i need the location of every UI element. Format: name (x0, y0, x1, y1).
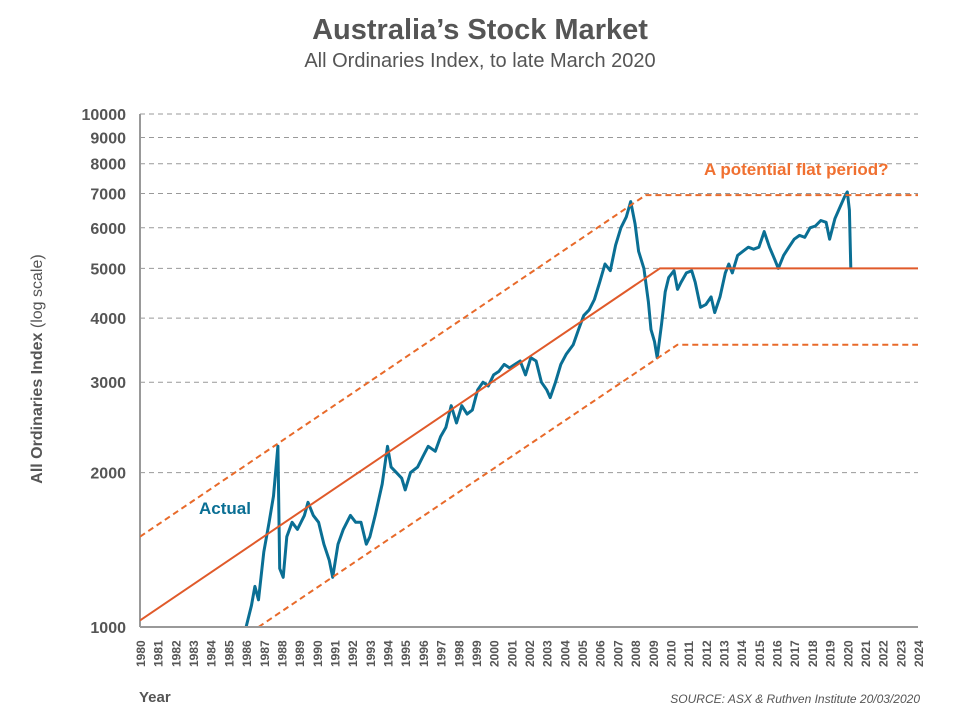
x-tick-label: 1994 (382, 640, 396, 667)
x-tick-label: 2010 (664, 640, 678, 667)
x-tick-label: 1987 (258, 640, 272, 667)
x-tick-label: 2001 (505, 640, 519, 667)
x-tick-label: 2015 (753, 640, 767, 667)
y-tick-label: 4000 (90, 311, 126, 328)
x-tick-label: 1981 (152, 640, 166, 667)
x-tick-label: 2016 (771, 640, 785, 667)
annotation-actual: Actual (199, 499, 251, 518)
x-tick-label: 1982 (169, 640, 183, 667)
x-tick-label: 1989 (293, 640, 307, 667)
chart-subtitle: All Ordinaries Index, to late March 2020 (304, 50, 656, 72)
x-tick-label: 1996 (417, 640, 431, 667)
x-tick-label: 1983 (187, 640, 201, 667)
y-tick-label: 10000 (82, 107, 127, 124)
series-lower-band (258, 343, 918, 626)
chart-title: Australia’s Stock Market (312, 14, 648, 46)
y-tick-label: 6000 (90, 221, 126, 238)
x-tick-label: 2004 (558, 640, 572, 667)
x-tick-label: 1993 (364, 640, 378, 667)
series-actual (244, 190, 853, 626)
y-tick-label: 1000 (90, 620, 126, 637)
x-tick-label: 2018 (806, 640, 820, 667)
x-tick-label: 2019 (824, 640, 838, 667)
x-tick-label: 2007 (611, 640, 625, 667)
y-axis-label-main: All Ordinaries Index (29, 332, 46, 484)
series-trend (140, 267, 918, 622)
y-tick-label: 9000 (90, 130, 126, 147)
x-tick-label: 1980 (134, 640, 148, 667)
x-tick-label: 1990 (311, 640, 325, 667)
x-tick-label: 2023 (894, 640, 908, 667)
y-tick-label: 3000 (90, 375, 126, 392)
y-tick-label: 5000 (90, 261, 126, 278)
y-tick-label: 7000 (90, 186, 126, 203)
x-tick-label: 2022 (877, 640, 891, 667)
x-tick-label: 2020 (841, 640, 855, 667)
x-tick-label: 2008 (629, 640, 643, 667)
x-tick-label: 2005 (576, 640, 590, 667)
x-tick-label: 2000 (488, 640, 502, 667)
x-tick-label: 1988 (275, 640, 289, 667)
x-tick-label: 2002 (523, 640, 537, 667)
x-tick-label: 2014 (735, 640, 749, 667)
x-axis-label: Year (139, 689, 171, 706)
x-tick-label: 1991 (329, 640, 343, 667)
x-tick-label: 1997 (435, 640, 449, 667)
x-tick-label: 2006 (594, 640, 608, 667)
y-axis-label: All Ordinaries Index (log scale) (29, 239, 47, 499)
y-axis-label-suffix: (log scale) (29, 254, 46, 333)
x-tick-label: 1999 (470, 640, 484, 667)
x-tick-label: 2021 (859, 640, 873, 667)
annotation-flat-period: A potential flat period? (704, 160, 889, 179)
x-tick-label: 1984 (205, 640, 219, 667)
x-tick-label: 1995 (399, 640, 413, 667)
x-tick-label: 2009 (647, 640, 661, 667)
y-tick-label: 8000 (90, 157, 126, 174)
x-tick-label: 2013 (718, 640, 732, 667)
x-tick-label: 2003 (541, 640, 555, 667)
x-tick-label: 2012 (700, 640, 714, 667)
x-tick-label: 1992 (346, 640, 360, 667)
y-tick-label: 2000 (90, 466, 126, 483)
x-tick-label: 1985 (222, 640, 236, 667)
x-tick-label: 2011 (682, 641, 696, 667)
x-tick-label: 2024 (912, 640, 926, 667)
source-note: SOURCE: ASX & Ruthven Institute 20/03/20… (670, 692, 920, 706)
series-upper-band (140, 194, 918, 538)
x-tick-label: 1986 (240, 640, 254, 667)
x-tick-label: 2017 (788, 640, 802, 667)
x-tick-label: 1998 (452, 640, 466, 667)
